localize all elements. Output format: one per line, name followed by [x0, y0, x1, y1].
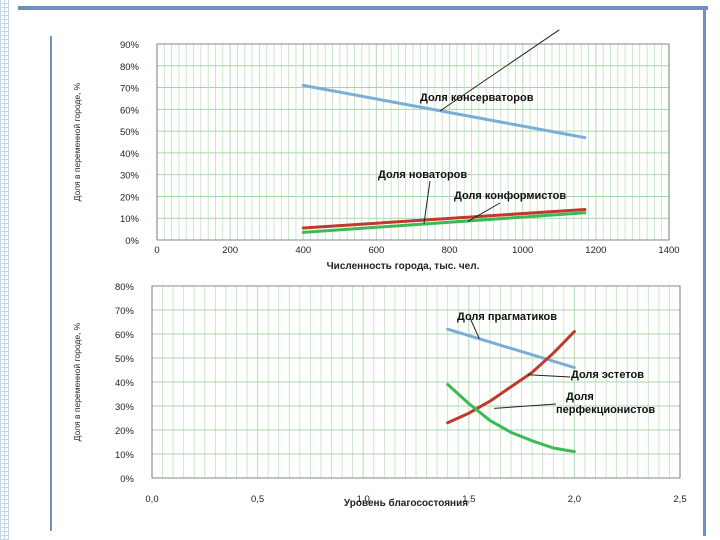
- series-line: [446, 330, 576, 425]
- y-tick-label: 20%: [120, 192, 140, 203]
- x-tick-label: 1400: [658, 245, 679, 256]
- y-axis-title: Доля в переменной городе, %: [72, 322, 82, 441]
- series-label: Доля конформистов: [454, 190, 566, 202]
- x-tick-label: 1,5: [462, 494, 475, 505]
- series-label: Доля прагматиков: [457, 311, 557, 323]
- slide-right-rule: [703, 6, 706, 536]
- y-tick-label: 30%: [115, 402, 135, 413]
- y-tick-label: 30%: [120, 171, 140, 182]
- y-tick-label: 80%: [115, 282, 135, 293]
- x-tick-label: 800: [442, 245, 458, 256]
- x-tick-label: 600: [368, 245, 384, 256]
- annotation-leader: [527, 374, 571, 378]
- series-label: Доля: [566, 391, 594, 403]
- annotation-leader: [423, 180, 431, 224]
- series-line: [446, 327, 576, 370]
- x-tick-label: 2,0: [568, 494, 581, 505]
- slide-top-rule: [18, 6, 708, 10]
- y-tick-label: 10%: [120, 214, 140, 225]
- y-tick-label: 50%: [115, 354, 135, 365]
- plot-frame: [156, 43, 670, 241]
- series-label-cont: перфекционистов: [556, 404, 655, 416]
- chart-bottom: 0% 10% 20% 30% 40% 50% 60% 70% 80% 0,0 0,5 1,0 1,5 2,…: [72, 282, 687, 509]
- y-tick-label: 60%: [115, 330, 135, 341]
- y-tick-label: 20%: [115, 426, 135, 437]
- y-tick-label: 40%: [115, 378, 135, 389]
- annotation-leader: [439, 29, 560, 112]
- x-tick-label: 0,5: [251, 494, 264, 505]
- x-tick-label: 1000: [512, 245, 533, 256]
- series-line: [301, 208, 587, 230]
- series-label: Доля консерваторов: [420, 92, 534, 104]
- y-tick-label: 70%: [115, 306, 135, 317]
- x-tick-label: 400: [295, 245, 311, 256]
- series-label: Доля эстетов: [571, 369, 644, 381]
- series-line: [446, 382, 576, 454]
- y-tick-label: 60%: [120, 105, 140, 116]
- annotation-leader: [494, 403, 557, 409]
- x-tick-label: 200: [222, 245, 238, 256]
- chart-top: 0% 10% 20% 30% 40% 50% 60% 70% 80% 90% 0 200 400 600 8…: [72, 29, 680, 272]
- x-axis-title: Уровень благосостояния: [344, 497, 468, 509]
- x-tick-label: 1,0: [357, 494, 370, 505]
- x-tick-label: 0: [154, 245, 159, 256]
- y-tick-label: 90%: [120, 40, 140, 51]
- y-tick-label: 0%: [120, 474, 134, 485]
- x-axis-title: Численность города, тыс. чел.: [327, 261, 480, 272]
- x-tick-label: 1200: [585, 245, 606, 256]
- slide-left-rule: [50, 36, 52, 531]
- series-line: [301, 83, 587, 140]
- y-tick-label: 10%: [115, 450, 135, 461]
- annotation-leader: [467, 202, 501, 222]
- y-tick-label: 80%: [120, 62, 140, 73]
- y-tick-label: 50%: [120, 127, 140, 138]
- y-tick-label: 0%: [125, 236, 139, 247]
- y-tick-label: 40%: [120, 149, 140, 160]
- series-label: Доля новаторов: [378, 169, 467, 181]
- plot-frame: [151, 285, 681, 479]
- x-tick-label: 2,5: [673, 494, 686, 505]
- series-line: [301, 211, 587, 234]
- y-tick-label: 70%: [120, 84, 140, 95]
- x-tick-label: 0,0: [145, 494, 158, 505]
- y-axis-title: Доля в переменной городе, %: [72, 82, 82, 201]
- annotation-leader: [469, 317, 480, 340]
- decorative-side-border: [0, 0, 9, 540]
